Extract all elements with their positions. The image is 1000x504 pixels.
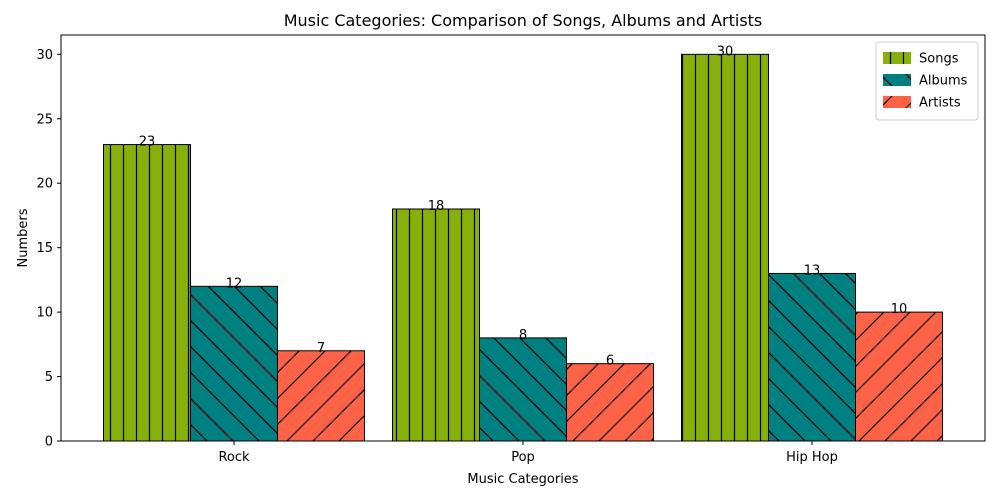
y-tick-label: 30 xyxy=(36,48,53,63)
data-label: 8 xyxy=(519,328,527,343)
legend-item-songs: Songs xyxy=(883,52,959,67)
legend-swatch-hatch xyxy=(883,96,911,108)
x-tick-label: Rock xyxy=(218,450,250,465)
x-axis: Rock Pop Hip Hop xyxy=(218,441,838,465)
legend-label: Albums xyxy=(919,74,968,89)
bar-hatch xyxy=(479,337,567,441)
bar-hatch xyxy=(392,209,480,441)
data-label: 30 xyxy=(717,44,734,59)
legend-swatch-hatch xyxy=(883,52,911,64)
bar-artists-hip-hop xyxy=(855,311,943,442)
data-labels-layer: 23 18 30 12 8 13 7 6 10 xyxy=(139,44,908,368)
bars-layer xyxy=(103,53,943,442)
y-tick-label: 5 xyxy=(45,370,53,385)
legend-label: Artists xyxy=(919,96,961,111)
bar-artists-rock xyxy=(277,350,365,442)
data-label: 18 xyxy=(428,199,445,214)
x-tick-label: Pop xyxy=(511,450,535,465)
legend-label: Songs xyxy=(919,52,959,67)
bar-hatch xyxy=(566,363,654,441)
legend: Songs Albums Artists xyxy=(875,41,979,121)
bar-hatch xyxy=(855,312,943,441)
y-tick-label: 20 xyxy=(36,177,53,192)
legend-swatch-hatch xyxy=(883,74,911,86)
y-tick-label: 25 xyxy=(36,112,53,127)
data-label: 6 xyxy=(606,354,614,369)
bar-albums-rock xyxy=(190,285,278,442)
bar-hatch xyxy=(681,54,769,441)
bar-hatch xyxy=(768,273,856,441)
bar-songs-hip-hop xyxy=(681,53,769,442)
bar-hatch xyxy=(103,144,191,442)
legend-item-albums: Albums xyxy=(883,74,968,89)
y-tick-label: 15 xyxy=(36,241,53,256)
y-axis: 0 5 10 15 20 25 30 xyxy=(36,48,61,450)
legend-item-artists: Artists xyxy=(883,96,961,111)
bar-hatch xyxy=(277,350,365,441)
data-label: 13 xyxy=(804,263,821,278)
data-label: 7 xyxy=(317,341,325,356)
bar-artists-pop xyxy=(566,363,654,442)
chart-title: Music Categories: Comparison of Songs, A… xyxy=(284,11,763,30)
data-label: 23 xyxy=(139,135,156,150)
x-tick-label: Hip Hop xyxy=(786,450,838,465)
bar-albums-pop xyxy=(479,337,567,442)
data-label: 12 xyxy=(226,276,243,291)
y-tick-label: 0 xyxy=(45,435,53,450)
bar-songs-pop xyxy=(392,208,480,442)
bar-songs-rock xyxy=(103,144,191,442)
y-axis-title: Numbers xyxy=(16,208,31,267)
bar-hatch xyxy=(190,286,278,441)
bar-albums-hip-hop xyxy=(768,272,856,442)
y-tick-label: 10 xyxy=(36,306,53,321)
x-axis-title: Music Categories xyxy=(467,472,578,487)
data-label: 10 xyxy=(891,302,908,317)
